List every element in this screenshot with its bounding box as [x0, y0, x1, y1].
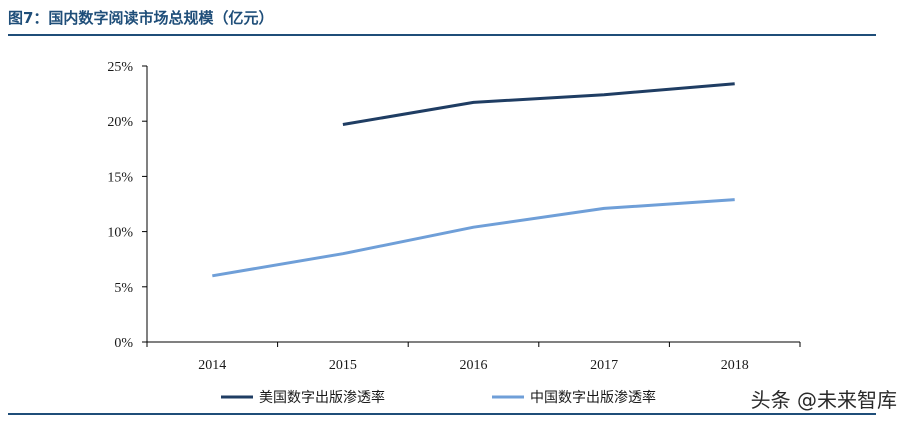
y-tick-label: 0%: [114, 336, 133, 351]
watermark: 头条 @未来智库: [750, 388, 897, 412]
figure-title: 图7：国内数字阅读市场总规模（亿元）: [8, 9, 274, 27]
title-divider: [8, 34, 876, 36]
y-tick-label: 5%: [114, 281, 133, 296]
x-tick-label: 2018: [721, 358, 749, 373]
legend-cn-label: 中国数字出版渗透率: [530, 389, 656, 406]
cn-series-line: [212, 198, 735, 278]
x-tick-label: 2016: [460, 358, 488, 373]
footer-divider: [8, 413, 876, 415]
y-tick-label: 10%: [107, 226, 133, 241]
legend-us-label: 美国数字出版渗透率: [259, 389, 385, 406]
x-tick-label: 2014: [198, 358, 226, 373]
x-tick-label: 2017: [590, 358, 618, 373]
us-series-line: [342, 82, 735, 126]
x-tick-label: 2015: [329, 358, 357, 373]
y-tick-label: 15%: [107, 170, 133, 185]
y-tick-label: 20%: [107, 115, 133, 130]
y-tick-label: 25%: [107, 60, 133, 75]
